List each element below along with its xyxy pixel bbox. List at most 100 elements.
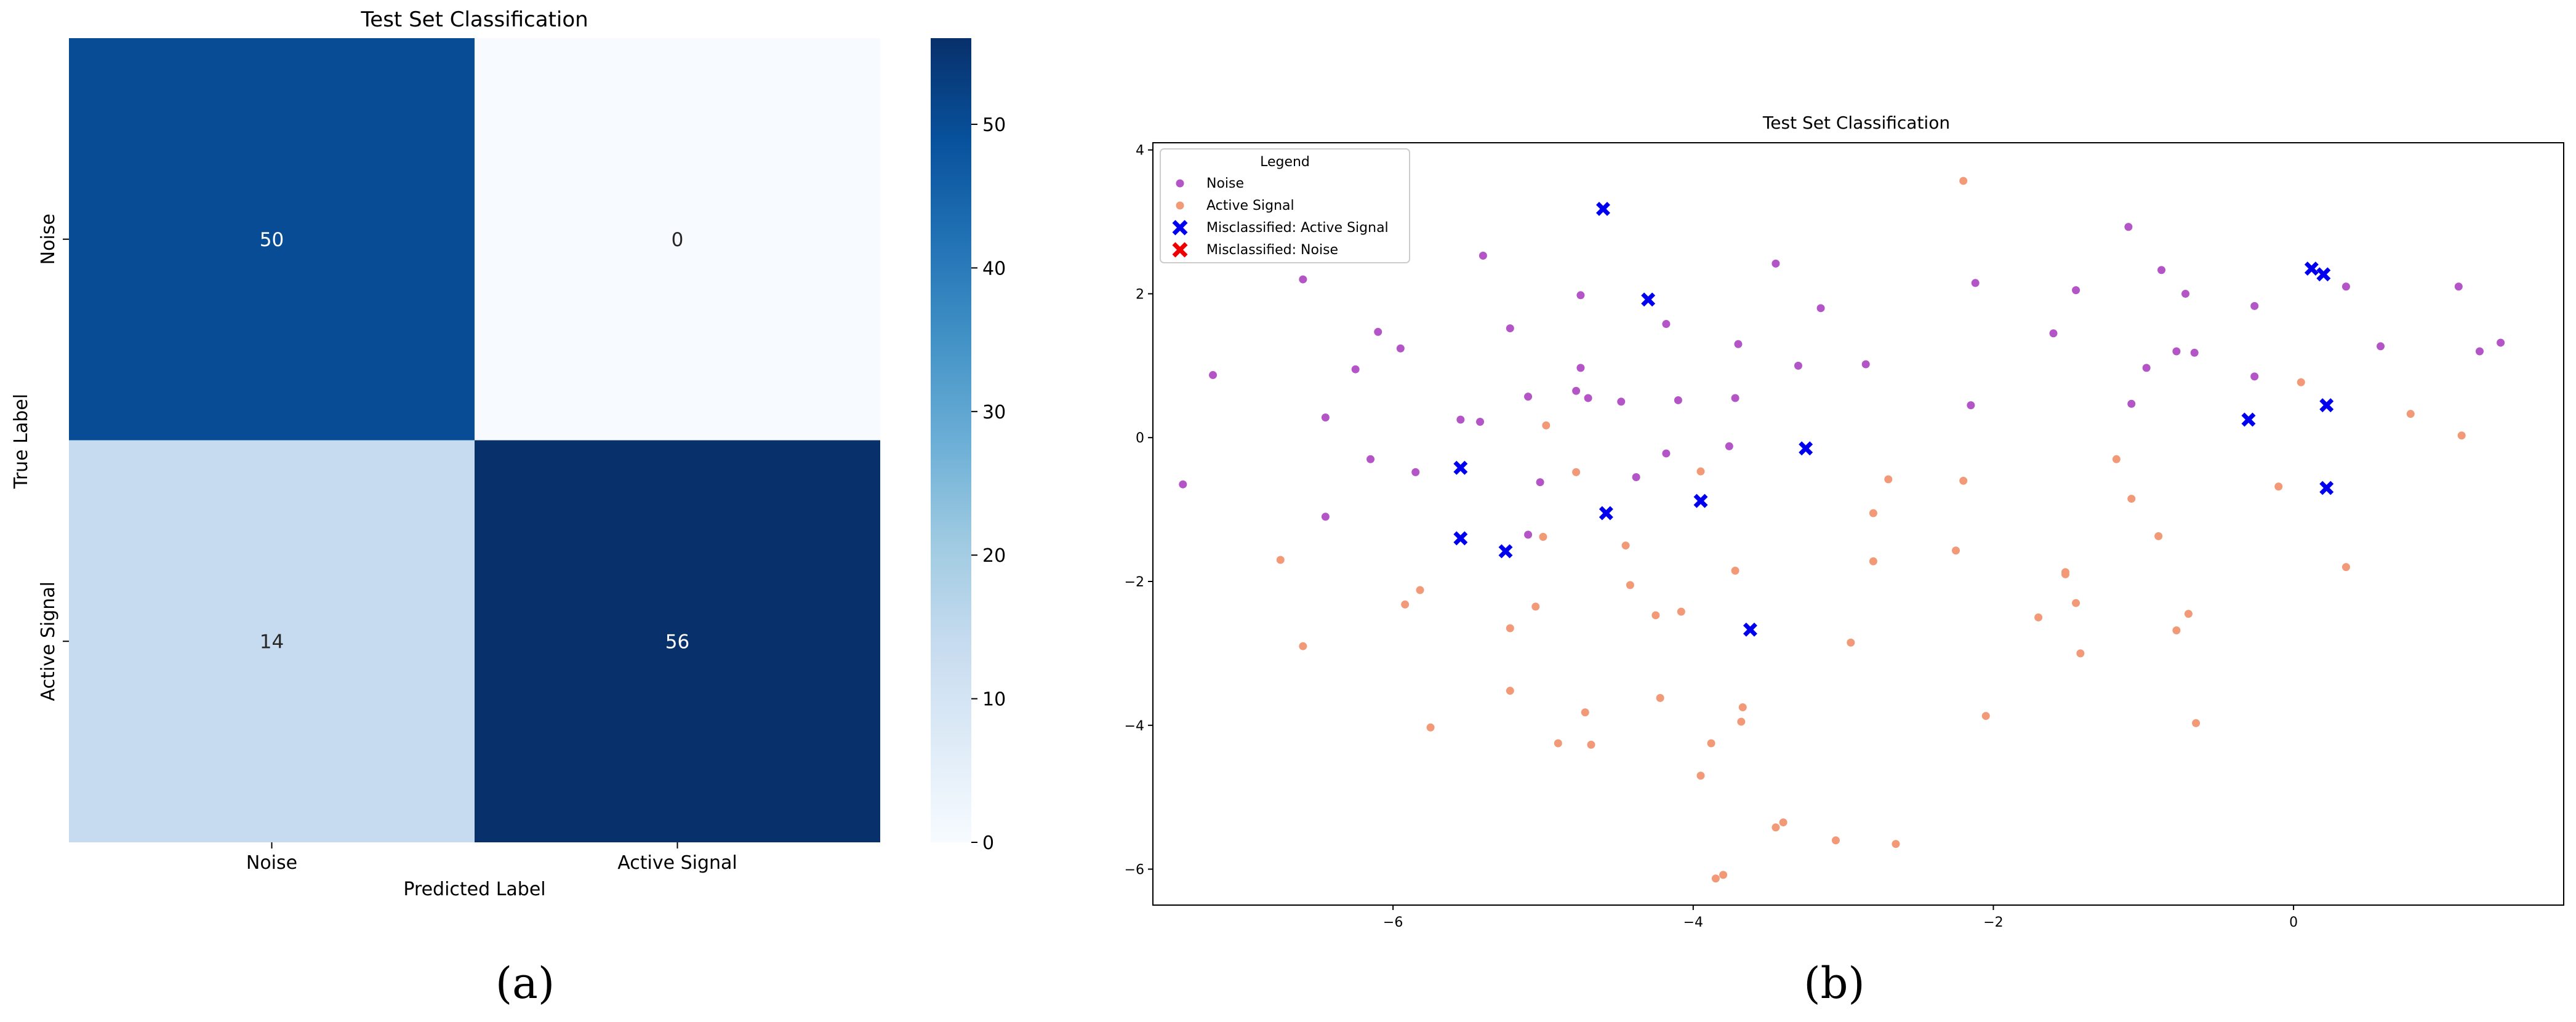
point-active-signal — [1779, 818, 1788, 827]
point-active-signal — [1506, 624, 1514, 633]
point-active-signal — [1299, 642, 1307, 650]
point-noise — [1536, 478, 1544, 487]
point-noise — [2250, 301, 2259, 310]
point-active-signal — [1892, 840, 1900, 848]
point-noise — [2072, 286, 2080, 295]
scatter-y-tick-label: −2 — [1125, 575, 1144, 590]
point-noise — [1366, 455, 1375, 463]
point-misclassified-active-signal — [1453, 531, 1468, 546]
scatter-y-tick-label: 4 — [1136, 143, 1144, 159]
point-active-signal — [2341, 563, 2350, 572]
point-noise — [1816, 304, 1825, 313]
point-active-signal — [1587, 740, 1595, 749]
legend-marker — [1176, 201, 1184, 210]
scatter-plot-area — [1152, 142, 2564, 906]
point-active-signal — [1416, 586, 1424, 594]
point-noise — [1572, 386, 1581, 395]
scatter-legend: Legend Noise Active Signal Misclassified: A… — [1160, 148, 1410, 263]
point-noise — [1734, 340, 1743, 348]
panel-label-a: (a) — [496, 958, 555, 1008]
scatter-y-tick-label: −4 — [1125, 719, 1144, 734]
point-noise — [2172, 347, 2181, 356]
point-active-signal — [1772, 823, 1780, 832]
scatter-x-tick-label: −2 — [1983, 915, 2003, 930]
point-noise — [1456, 415, 1465, 424]
point-noise — [1662, 320, 1671, 329]
point-noise — [1506, 324, 1514, 333]
point-active-signal — [1677, 607, 1685, 616]
point-noise — [1584, 394, 1592, 402]
point-active-signal — [2457, 431, 2466, 440]
point-active-signal — [1401, 600, 1410, 609]
point-noise — [1479, 252, 1487, 260]
point-active-signal — [1696, 772, 1705, 780]
point-active-signal — [1626, 581, 1634, 589]
point-noise — [2454, 282, 2463, 291]
heatmap-x-tick-label: Noise — [246, 852, 297, 874]
point-noise — [1411, 468, 1420, 476]
point-noise — [1299, 275, 1307, 284]
legend-label: Active Signal — [1206, 198, 1294, 214]
point-active-signal — [1959, 476, 1968, 485]
point-noise — [1576, 364, 1585, 372]
point-misclassified-active-signal — [2241, 412, 2256, 427]
point-noise — [1321, 413, 1330, 422]
point-active-signal — [2127, 495, 2136, 503]
point-noise — [2157, 266, 2166, 274]
point-active-signal — [1581, 708, 1589, 717]
point-misclassified-active-signal — [1799, 441, 1813, 456]
point-noise — [1374, 327, 1382, 336]
colorbar-tick-label: 10 — [982, 689, 1006, 711]
scatter-y-tick-label: 0 — [1136, 431, 1144, 446]
confusion-matrix-heatmap: Test Set Classification 50 0 14 56 Noise Act… — [10, 7, 1006, 1008]
heatmap-cell — [475, 440, 880, 842]
heatmap-cell-value: 50 — [260, 229, 284, 251]
point-active-signal — [1707, 739, 1715, 748]
point-noise — [1794, 361, 1802, 370]
point-active-signal — [1696, 467, 1705, 476]
point-misclassified-active-signal — [1641, 292, 1656, 307]
point-noise — [2190, 348, 2199, 357]
point-active-signal — [1959, 177, 1968, 185]
point-active-signal — [1506, 687, 1514, 695]
point-active-signal — [1869, 509, 1877, 517]
legend-box — [1160, 148, 1410, 263]
point-active-signal — [1572, 468, 1581, 476]
legend-marker — [1176, 179, 1184, 188]
point-noise — [1725, 442, 1733, 450]
point-misclassified-active-signal — [2319, 481, 2334, 495]
point-noise — [1632, 473, 1640, 482]
colorbar: 0 10 20 30 40 50 — [931, 38, 1006, 854]
point-noise — [1971, 279, 1980, 287]
point-active-signal — [2034, 613, 2043, 621]
point-misclassified-active-signal — [2304, 261, 2319, 276]
point-active-signal — [2274, 482, 2283, 491]
colorbar-tick-label: 50 — [982, 114, 1006, 136]
point-misclassified-active-signal — [1743, 622, 1757, 637]
heatmap-x-tick-label: Active Signal — [617, 852, 737, 874]
point-misclassified-active-signal — [1498, 544, 1513, 559]
point-noise — [1674, 396, 1682, 404]
colorbar-tick-label: 40 — [982, 258, 1006, 279]
scatter-title: Test Set Classification — [1762, 113, 1950, 133]
point-active-signal — [1737, 717, 1746, 726]
point-noise — [2250, 372, 2259, 381]
legend-marker — [1172, 242, 1188, 258]
scatter-x-tick-label: −6 — [1383, 915, 1403, 930]
point-noise — [1731, 394, 1739, 402]
point-misclassified-active-signal — [2319, 398, 2334, 413]
point-active-signal — [1831, 836, 1840, 845]
point-noise — [2377, 342, 2385, 351]
point-active-signal — [1426, 723, 1435, 732]
heatmap-cell — [475, 38, 880, 441]
point-active-signal — [1719, 871, 1728, 879]
point-active-signal — [1711, 874, 1720, 883]
point-active-signal — [1651, 611, 1660, 620]
scatter-y-tick-label: 2 — [1136, 287, 1144, 302]
scatter-x-tick-label: 0 — [2289, 915, 2298, 930]
heatmap-x-label: Predicted Label — [403, 879, 545, 900]
point-noise — [2497, 338, 2505, 347]
point-active-signal — [1531, 602, 1540, 611]
point-misclassified-active-signal — [1599, 506, 1613, 521]
point-active-signal — [2406, 410, 2415, 418]
